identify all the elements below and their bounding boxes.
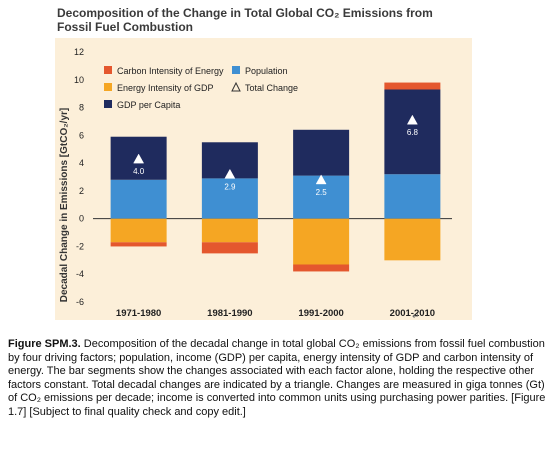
y-tick-label: 4 [79,158,84,168]
total-change-marker [224,168,236,179]
bar-segment-energy-intensity-of-gdp [110,218,167,243]
y-tick-label: -2 [76,241,84,251]
chart-title-line-2: Fossil Fuel Combustion [57,20,193,34]
legend-swatch-population [232,66,240,74]
total-change-marker [133,153,145,164]
legend-label: Carbon Intensity of Energy [117,66,224,76]
legend-label: Total Change [245,83,298,93]
caption-text: Decomposition of the decadal change in t… [8,338,546,418]
bar-segment-population [201,178,258,219]
legend-label: Energy Intensity of GDP [117,83,214,93]
legend-swatch-gdp-per-capita [104,100,112,108]
total-change-marker [315,174,327,185]
y-tick-label: -4 [76,269,84,279]
x-tick-label: 2001-2010 [390,308,435,319]
y-axis-label: Decadal Change in Emissions [GtCO₂/yr] [59,108,70,303]
x-tick-label: 1991-2000 [298,308,343,319]
total-change-marker [406,114,418,125]
bar-segment-gdp-per-capita [293,129,350,176]
legend-label: Population [245,66,288,76]
y-tick-label: 12 [74,47,84,57]
bar-segment-carbon-intensity-of-energy [110,242,167,247]
total-change-label: 2.9 [224,182,236,191]
bar-segment-population [384,174,441,219]
y-tick-label: 8 [79,103,84,113]
figure-caption: Figure SPM.3. Decomposition of the decad… [8,338,551,420]
x-tick-label: 1971-1980 [116,308,161,319]
total-change-label: 4.0 [133,167,145,176]
y-tick-label: 2 [79,186,84,196]
bar-segment-carbon-intensity-of-energy [201,242,258,254]
total-change-label: 6.8 [407,128,419,137]
bar-segment-gdp-per-capita [384,89,441,175]
bar-segment-energy-intensity-of-gdp [293,218,350,265]
x-tick-label: 1981-1990 [207,308,252,319]
bar-segment-population [110,179,167,219]
return-mark: ↵ [412,312,420,322]
bar-segment-energy-intensity-of-gdp [201,218,258,243]
y-tick-label: 0 [79,214,84,224]
plot-layer: -6 -4 -2 0 2 4 6 8 10 12 4.0 1971-1980 2.9 1981-1990 2… [74,47,452,319]
caption-label: Figure SPM.3. [8,338,81,350]
legend-swatch-carbon-intensity-of-energy [104,66,112,74]
total-change-label: 2.5 [316,188,328,197]
legend: Carbon Intensity of Energy Population Ener… [104,66,298,110]
chart-title-line-1: Decomposition of the Change in Total Glo… [57,6,433,20]
y-tick-label: -6 [76,297,84,307]
bar-segment-energy-intensity-of-gdp [384,218,441,261]
y-tick-label: 6 [79,130,84,140]
chart: Decomposition of the Change in Total Glo… [55,6,472,320]
legend-label: GDP per Capita [117,100,180,110]
bar-segment-carbon-intensity-of-energy [384,82,441,90]
legend-swatch-total-change [231,81,241,92]
y-tick-label: 10 [74,75,84,85]
legend-swatch-energy-intensity-of-gdp [104,83,112,91]
bar-segment-carbon-intensity-of-energy [293,264,350,272]
